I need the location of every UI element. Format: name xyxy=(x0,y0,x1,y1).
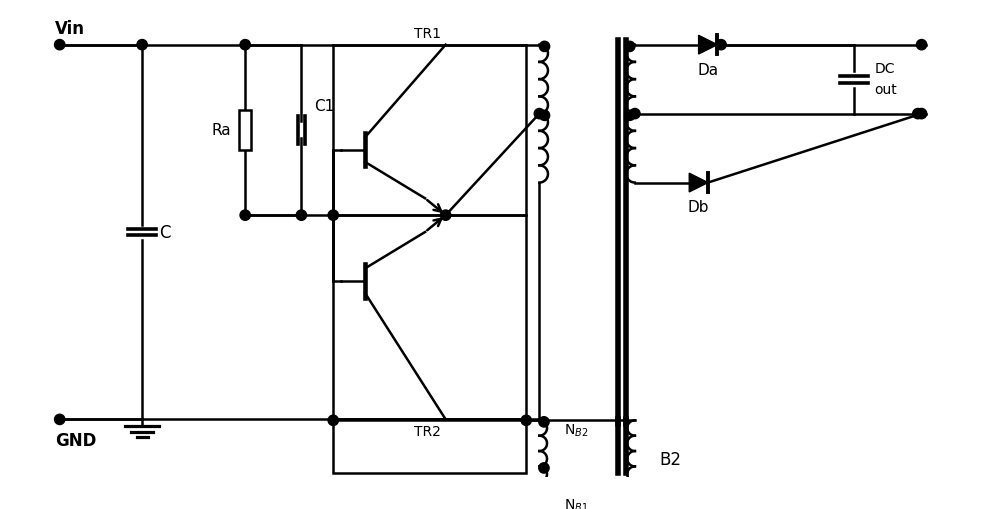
Text: Db: Db xyxy=(688,200,709,215)
Text: C1: C1 xyxy=(315,99,335,114)
Text: Vin: Vin xyxy=(55,20,85,38)
Circle shape xyxy=(539,417,549,427)
Bar xyxy=(239,111,251,150)
Circle shape xyxy=(539,463,549,473)
Circle shape xyxy=(916,109,927,120)
Circle shape xyxy=(240,40,250,51)
Bar xyxy=(333,419,526,473)
Text: TR2: TR2 xyxy=(414,424,441,438)
Text: N$_{B1}$: N$_{B1}$ xyxy=(564,497,588,509)
Circle shape xyxy=(55,40,65,51)
Circle shape xyxy=(534,109,544,120)
Text: N$_{B2}$: N$_{B2}$ xyxy=(564,421,588,438)
Circle shape xyxy=(521,507,531,509)
Circle shape xyxy=(625,111,635,121)
Text: TR1: TR1 xyxy=(414,27,441,41)
Circle shape xyxy=(916,40,927,51)
Circle shape xyxy=(441,211,451,221)
Circle shape xyxy=(137,40,147,51)
Text: B2: B2 xyxy=(659,450,681,468)
Bar xyxy=(333,216,526,419)
Circle shape xyxy=(296,211,307,221)
Circle shape xyxy=(539,111,550,121)
Text: C: C xyxy=(159,223,171,242)
Circle shape xyxy=(630,109,640,120)
Circle shape xyxy=(328,415,338,426)
Circle shape xyxy=(240,211,250,221)
Polygon shape xyxy=(689,174,708,192)
Text: GND: GND xyxy=(55,431,96,449)
Circle shape xyxy=(328,211,338,221)
Polygon shape xyxy=(699,36,717,55)
Text: DC: DC xyxy=(875,62,895,76)
Text: Ra: Ra xyxy=(211,123,231,138)
Circle shape xyxy=(625,42,635,52)
Circle shape xyxy=(539,42,550,52)
Circle shape xyxy=(521,415,531,426)
Bar xyxy=(333,46,526,216)
Text: Da: Da xyxy=(697,63,719,77)
Circle shape xyxy=(716,40,726,51)
Text: out: out xyxy=(875,82,897,96)
Circle shape xyxy=(913,109,923,120)
Circle shape xyxy=(328,507,338,509)
Circle shape xyxy=(55,414,65,425)
